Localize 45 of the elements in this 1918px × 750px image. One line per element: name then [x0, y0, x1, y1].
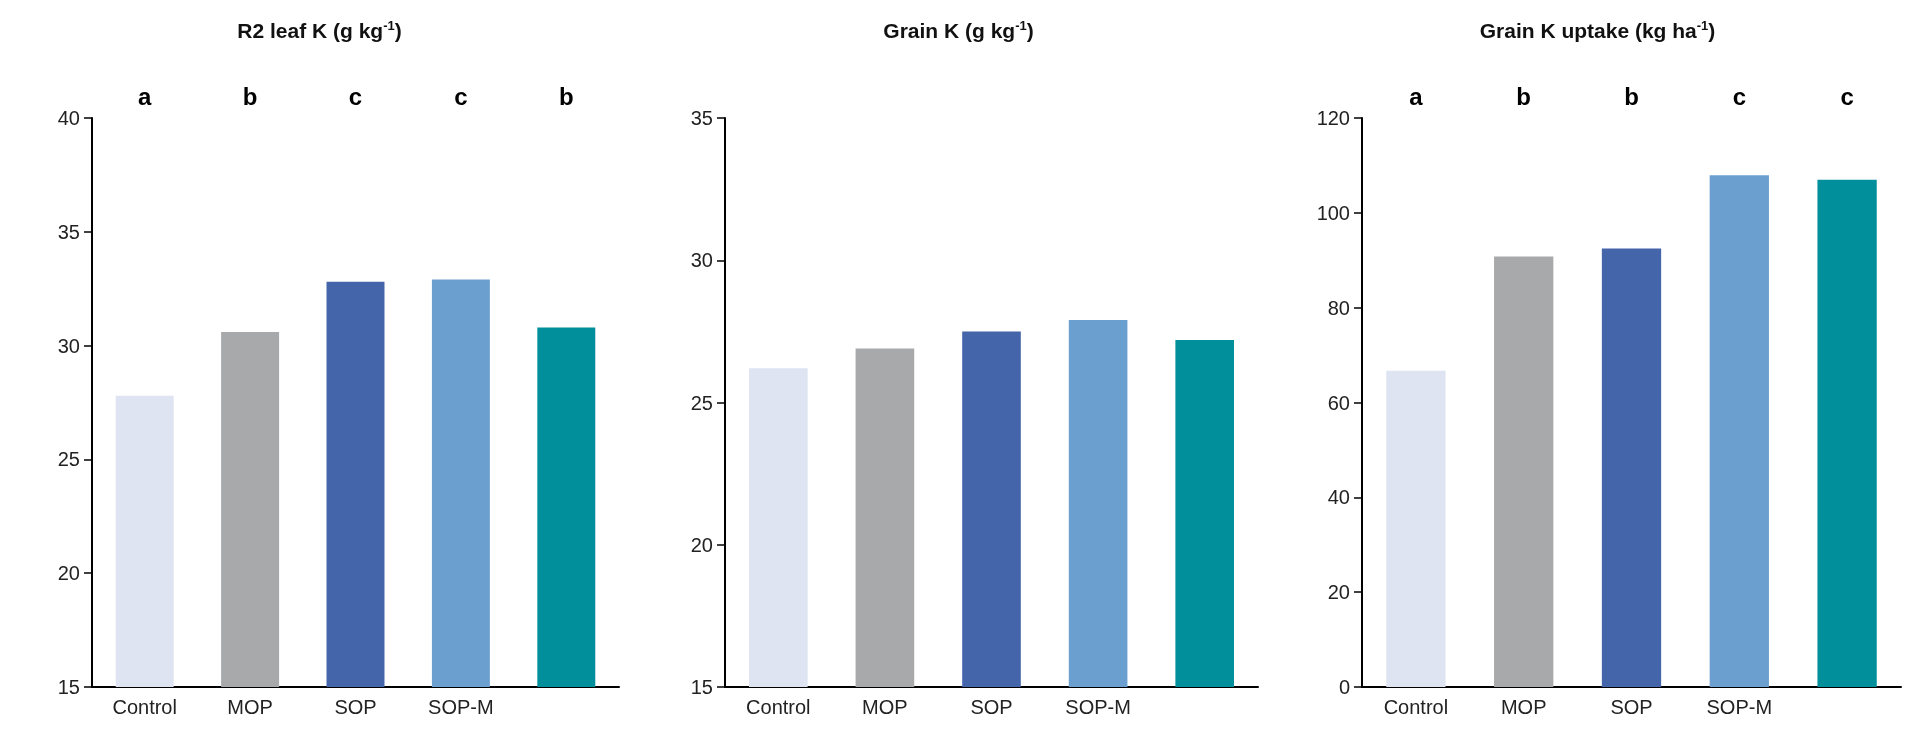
x-tick-label: SOP: [970, 696, 1013, 718]
y-tick-label: 30: [690, 249, 713, 272]
text: b: [1624, 82, 1639, 110]
text: c: [454, 82, 468, 110]
text: c: [348, 82, 363, 110]
y-tick-label: 35: [57, 220, 80, 243]
y-tick-label: 25: [690, 391, 713, 414]
text: b: [242, 82, 258, 110]
text: b: [558, 82, 574, 110]
y-tick-label: 0: [1338, 676, 1350, 698]
x-tick-label: SOP-M: [1706, 696, 1773, 718]
x-tick-label: MOP: [1500, 696, 1547, 718]
x-tick-label: SOP-M: [1065, 696, 1131, 718]
text: b: [1516, 82, 1532, 110]
x-tick-label: SOP: [334, 696, 377, 718]
y-tick-label: 120: [1316, 107, 1350, 129]
x-tick-label: MOP: [862, 696, 908, 718]
bar: [1709, 175, 1769, 687]
x-tick-label: Control: [112, 696, 177, 718]
text: a: [138, 82, 153, 110]
y-tick-label: 15: [690, 676, 713, 698]
y-tick-label: 80: [1327, 296, 1350, 319]
y-tick-label: 25: [57, 448, 80, 471]
x-tick-label: MOP: [227, 696, 273, 718]
x-tick-label: Control: [746, 696, 811, 718]
bar: [1601, 248, 1662, 687]
y-tick-label: 15: [57, 676, 80, 698]
y-tick-label: 20: [1327, 581, 1350, 604]
bar: [1817, 179, 1877, 687]
bar: [1386, 370, 1446, 687]
bar: [1494, 256, 1554, 687]
x-tick-label: SOP-M: [428, 696, 494, 718]
x-tick-label: SOP: [1610, 696, 1653, 718]
y-tick-label: 40: [57, 107, 80, 129]
x-tick-label: Control: [1383, 696, 1449, 718]
y-tick-label: 20: [57, 562, 80, 585]
y-tick-label: 40: [1327, 486, 1350, 509]
y-tick-label: 30: [57, 334, 80, 357]
y-tick-label: 60: [1327, 391, 1350, 414]
text: a: [1409, 82, 1424, 110]
text: c: [1732, 82, 1746, 110]
y-tick-label: 100: [1316, 201, 1350, 224]
y-tick-label: 35: [690, 107, 713, 129]
y-tick-label: 20: [690, 533, 713, 556]
text: c: [1840, 82, 1854, 110]
